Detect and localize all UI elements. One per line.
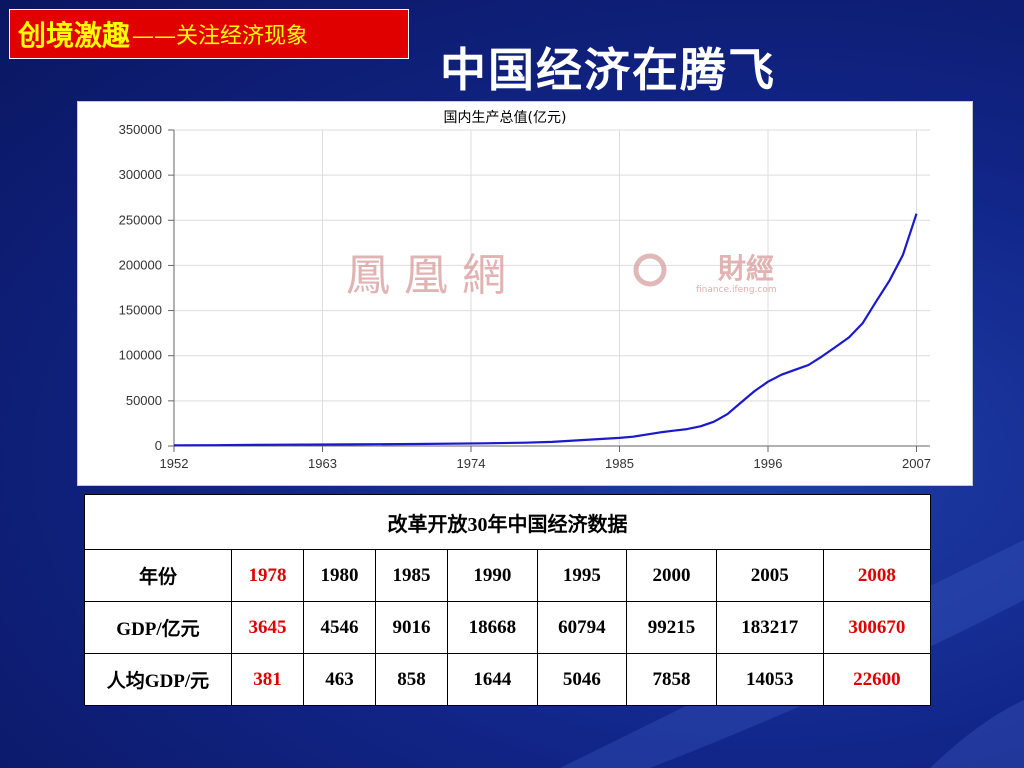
table-cell: 463 [303, 653, 377, 706]
gdp-line-chart: 鳳凰網 財經 finance.ifeng.com 国内生产总值(亿元) 0 500… [119, 110, 931, 471]
row-label: GDP/亿元 [84, 601, 232, 654]
y-tick-label: 0 [155, 438, 162, 453]
table-cell: 18668 [447, 601, 538, 654]
table-cell: 381 [230, 653, 305, 706]
y-tick-label: 250000 [119, 212, 162, 227]
table-cell: 3645 [230, 601, 305, 654]
table-cell: 60794 [536, 601, 628, 654]
table-cell: 9016 [375, 601, 449, 654]
x-tick-label: 1985 [605, 456, 634, 471]
row-label: 人均GDP/元 [84, 653, 232, 706]
table-cell: 14053 [715, 653, 824, 706]
topic-sub-label: ——关注经济现象 [132, 24, 309, 49]
slide-title: 中国经济在腾飞 [440, 43, 776, 97]
table-caption: 改革开放30年中国经济数据 [84, 494, 931, 550]
table-row: GDP/亿元 3645 4546 9016 18668 60794 99215 183217 3… [84, 601, 932, 654]
topic-banner: 创境激趣 ——关注经济现象 [9, 9, 409, 59]
table-row: 年份 1978 1980 1985 1990 1995 2000 2005 2008 [84, 549, 932, 602]
table-cell: 1995 [536, 549, 628, 602]
table-cell: 1978 [230, 549, 305, 602]
y-tick-label: 200000 [119, 257, 162, 272]
table-cell: 1985 [375, 549, 449, 602]
watermark: 鳳凰網 財經 finance.ifeng.com [346, 250, 777, 301]
table-cell: 300670 [822, 601, 932, 654]
y-tick-label: 350000 [119, 122, 162, 137]
gdp-chart-panel: 鳳凰網 財經 finance.ifeng.com 国内生产总值(亿元) 0 500… [77, 101, 973, 486]
watermark-url: finance.ifeng.com [696, 285, 777, 295]
table-cell: 2005 [715, 549, 824, 602]
y-tick-label: 150000 [119, 303, 162, 318]
table-cell: 7858 [626, 653, 717, 706]
x-tick-label: 1952 [160, 456, 189, 471]
table-cell: 1990 [447, 549, 538, 602]
x-tick-label: 1996 [754, 456, 783, 471]
table-row: 人均GDP/元 381 463 858 1644 5046 7858 14053 22600 [84, 653, 932, 706]
y-tick-label: 300000 [119, 167, 162, 182]
chart-grid [173, 129, 930, 447]
table-cell: 183217 [715, 601, 824, 654]
table-cell: 1644 [447, 653, 538, 706]
gdp-series-line [173, 213, 918, 447]
table-caption-row: 改革开放30年中国经济数据 [84, 494, 931, 550]
topic-main-label: 创境激趣 [18, 19, 131, 52]
chart-series [173, 213, 918, 447]
chart-axes: 0 50000 100000 150000 200000 250000 300000 3500… [119, 122, 931, 471]
table-cell: 2000 [626, 549, 717, 602]
chart-title: 国内生产总值(亿元) [444, 110, 567, 126]
watermark-section: 財經 [718, 252, 774, 285]
table-cell: 22600 [822, 653, 932, 706]
x-tick-label: 1974 [457, 456, 486, 471]
table-cell: 1980 [303, 549, 377, 602]
y-tick-label: 100000 [119, 348, 162, 363]
x-tick-label: 1963 [308, 456, 337, 471]
table-cell: 2008 [822, 549, 932, 602]
watermark-logo-icon [633, 253, 667, 287]
table-cell: 99215 [626, 601, 717, 654]
y-tick-label: 50000 [126, 393, 162, 408]
table-cell: 5046 [536, 653, 628, 706]
row-label: 年份 [84, 549, 232, 602]
table-cell: 858 [375, 653, 449, 706]
x-tick-label: 2007 [902, 456, 931, 471]
table-cell: 4546 [303, 601, 377, 654]
watermark-brand: 鳳凰網 [346, 250, 520, 301]
economy-data-table: 改革开放30年中国经济数据 年份 1978 1980 1985 1990 1995 2000… [84, 494, 932, 706]
